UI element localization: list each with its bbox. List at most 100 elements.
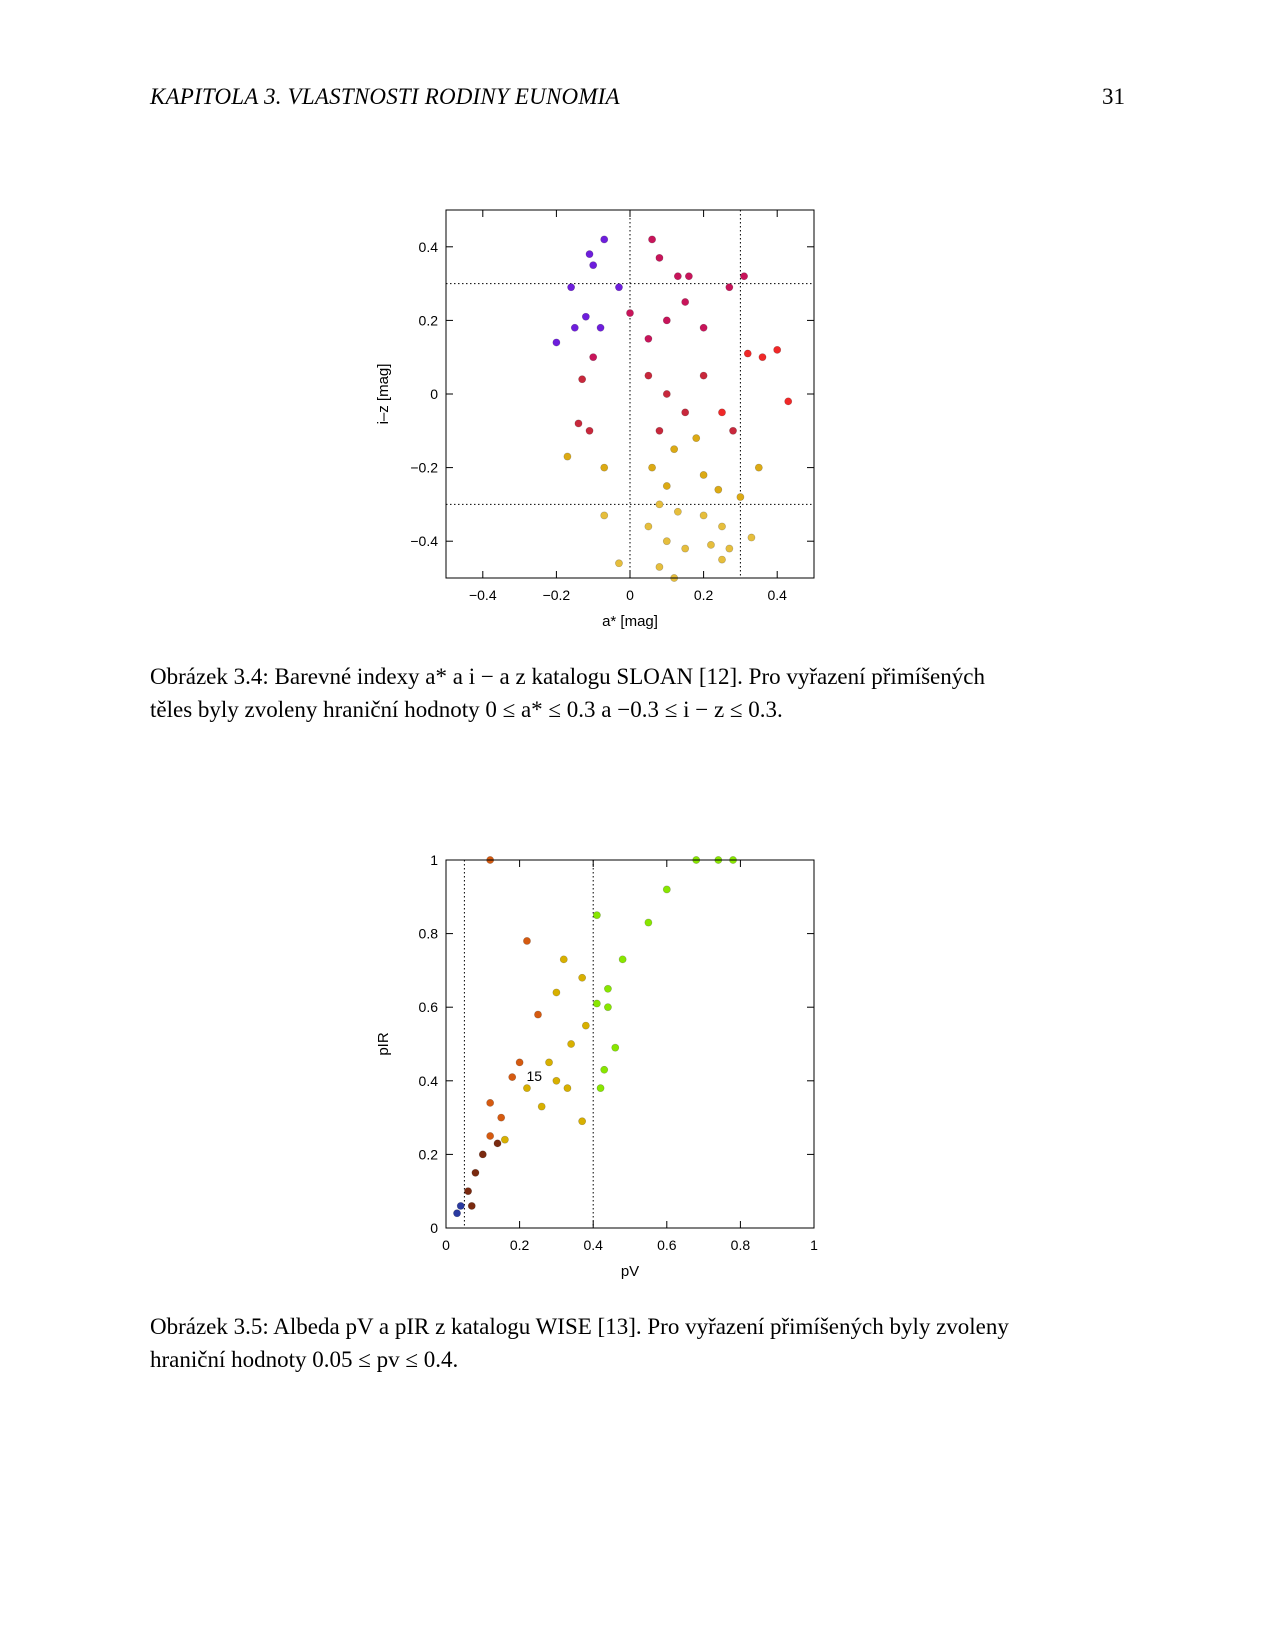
x-tick-label: −0.4 xyxy=(469,587,497,603)
caption-line: Obrázek 3.4: Barevné indexy a* a i − a z… xyxy=(150,660,1125,693)
data-point xyxy=(740,272,748,281)
data-point xyxy=(743,349,752,358)
data-point xyxy=(699,471,708,479)
data-point xyxy=(464,1187,472,1196)
data-point xyxy=(600,511,609,520)
data-point xyxy=(500,1135,509,1144)
data-point xyxy=(673,507,682,516)
x-tick-label: 0.6 xyxy=(657,1237,677,1253)
y-tick-label: 0.2 xyxy=(419,312,439,328)
x-tick-label: −0.2 xyxy=(543,587,571,603)
caption-line: hraniční hodnoty 0.05 ≤ pv ≤ 0.4. xyxy=(150,1347,459,1372)
data-point xyxy=(581,1021,590,1030)
data-point xyxy=(648,463,656,472)
data-point xyxy=(497,1113,506,1122)
data-point xyxy=(784,397,793,406)
data-point xyxy=(589,353,598,362)
data-point xyxy=(670,445,679,454)
caption-label: Obrázek 3.4: xyxy=(150,664,269,689)
y-tick-label: 1 xyxy=(430,852,438,868)
data-point xyxy=(611,1043,620,1052)
data-point xyxy=(773,345,782,354)
caption-line: Obrázek 3.5: Albeda pV a pIR z katalogu … xyxy=(150,1310,1125,1343)
data-point xyxy=(699,323,708,332)
data-point xyxy=(578,973,587,982)
data-point xyxy=(534,1010,542,1019)
data-point xyxy=(578,1117,587,1126)
data-point xyxy=(552,1076,561,1085)
data-point xyxy=(648,235,656,244)
data-point xyxy=(523,1084,531,1093)
caption-text: Albeda pV a pIR z katalogu WISE [13]. Pr… xyxy=(268,1314,1009,1339)
data-point xyxy=(453,1209,461,1218)
data-point xyxy=(552,988,561,997)
data-point xyxy=(736,493,745,501)
x-tick-label: 0.2 xyxy=(694,587,714,603)
data-point xyxy=(681,408,690,417)
y-tick-label: 0 xyxy=(430,386,438,402)
data-point xyxy=(581,312,590,321)
data-point xyxy=(644,918,653,927)
figure-caption-3-4: Obrázek 3.4: Barevné indexy a* a i − a z… xyxy=(150,660,1125,726)
figure-caption-3-5: Obrázek 3.5: Albeda pV a pIR z katalogu … xyxy=(150,1310,1125,1376)
data-point xyxy=(684,272,693,281)
annotation-label: 15 xyxy=(527,1068,543,1084)
data-point xyxy=(662,482,671,490)
data-point xyxy=(725,283,734,292)
data-point xyxy=(486,1098,495,1107)
data-point xyxy=(600,235,609,244)
data-point xyxy=(563,452,572,461)
figure-color-indices: −0.4 −0.2 0 0.2 0.4 −0.4 −0.2 0 0.2 0.4 a* [mag] i–… xyxy=(360,200,840,650)
data-point xyxy=(600,463,609,472)
data-point xyxy=(574,419,583,428)
caption-label: Obrázek 3.5: xyxy=(150,1314,269,1339)
data-point xyxy=(626,309,634,317)
data-point xyxy=(456,1202,465,1210)
data-point xyxy=(681,298,690,306)
figure-albedo: 0 0.2 0.4 0.6 0.8 1 0 0.2 0.4 0.6 0.8 1 pV pIR 15 xyxy=(360,850,840,1300)
caption-text: Barevné indexy a* a i − a z katalogu SLO… xyxy=(268,664,985,689)
data-point xyxy=(714,485,723,494)
data-point xyxy=(570,323,579,332)
y-tick-label: 0.4 xyxy=(419,1073,439,1089)
y-tick-label: 0 xyxy=(430,1220,438,1236)
data-point xyxy=(718,555,726,564)
data-point xyxy=(567,1040,576,1048)
x-tick-label: 0.4 xyxy=(583,1237,603,1253)
data-point xyxy=(604,1003,612,1012)
data-point xyxy=(655,500,664,509)
data-point xyxy=(681,544,690,553)
y-axis-label: i–z [mag] xyxy=(375,364,392,425)
data-point xyxy=(478,1150,487,1159)
data-point xyxy=(644,371,653,380)
page-number: 31 xyxy=(1102,84,1125,109)
data-point xyxy=(563,1084,572,1093)
y-tick-label: 0.4 xyxy=(419,239,439,255)
data-point xyxy=(718,522,726,531)
plot-frame xyxy=(445,859,815,1229)
data-point xyxy=(644,522,653,531)
data-point xyxy=(725,544,734,553)
data-point xyxy=(578,375,587,384)
y-tick-label: 0.2 xyxy=(419,1146,439,1162)
data-point xyxy=(699,511,708,520)
data-point xyxy=(754,463,763,472)
data-point xyxy=(673,272,682,281)
data-point xyxy=(486,1132,495,1140)
data-point xyxy=(537,1102,546,1111)
data-point xyxy=(585,426,594,435)
x-tick-label: 0 xyxy=(442,1237,450,1253)
x-tick-label: 0.2 xyxy=(510,1237,530,1253)
x-axis-label: pV xyxy=(621,1263,639,1280)
data-point xyxy=(662,885,671,894)
data-point xyxy=(699,371,708,380)
data-point xyxy=(545,1058,553,1067)
x-axis-label: a* [mag] xyxy=(602,613,658,630)
data-point xyxy=(567,283,576,292)
y-tick-label: 0.8 xyxy=(419,926,439,942)
x-tick-label: 0.4 xyxy=(767,587,787,603)
scatter-plot-sloan: −0.4 −0.2 0 0.2 0.4 −0.4 −0.2 0 0.2 0.4 a* [mag] i–… xyxy=(375,209,815,630)
data-point xyxy=(515,1058,524,1067)
y-axis-label: pIR xyxy=(375,1032,392,1056)
data-point xyxy=(662,316,671,325)
